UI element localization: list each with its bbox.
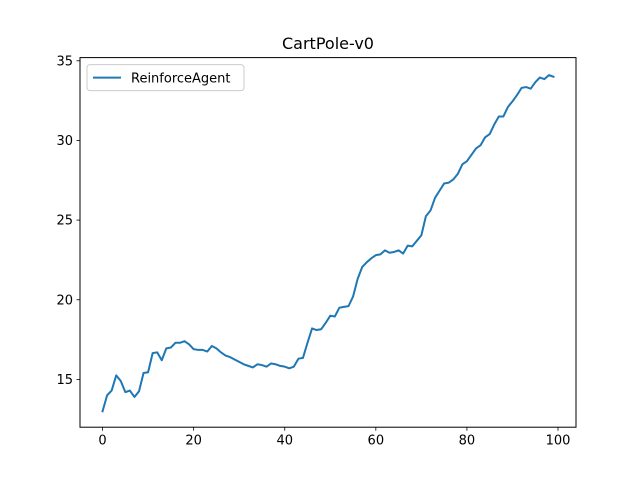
legend-box bbox=[86, 64, 245, 92]
legend: ReinforceAgent bbox=[86, 64, 245, 92]
x-axis-ticks: 0 20 40 60 80 100 bbox=[98, 427, 570, 449]
y-axis-ticks: 15 20 25 30 35 bbox=[56, 54, 80, 388]
y-tick-label: 15 bbox=[56, 373, 73, 388]
x-tick-label: 60 bbox=[368, 434, 385, 449]
y-tick-label: 25 bbox=[56, 214, 73, 229]
chart-title: CartPole-v0 bbox=[282, 34, 374, 53]
x-tick-label: 20 bbox=[185, 434, 202, 449]
y-tick-label: 20 bbox=[56, 293, 73, 308]
series-line-reinforceagent bbox=[101, 74, 555, 413]
y-tick-label: 35 bbox=[56, 54, 73, 69]
x-tick-label: 40 bbox=[276, 434, 293, 449]
x-tick-label: 100 bbox=[546, 434, 571, 449]
x-tick-label: 80 bbox=[459, 434, 476, 449]
x-tick-label: 0 bbox=[98, 434, 106, 449]
legend-label: ReinforceAgent bbox=[131, 71, 231, 86]
plot-frame bbox=[79, 57, 577, 428]
y-tick-label: 30 bbox=[56, 134, 73, 149]
